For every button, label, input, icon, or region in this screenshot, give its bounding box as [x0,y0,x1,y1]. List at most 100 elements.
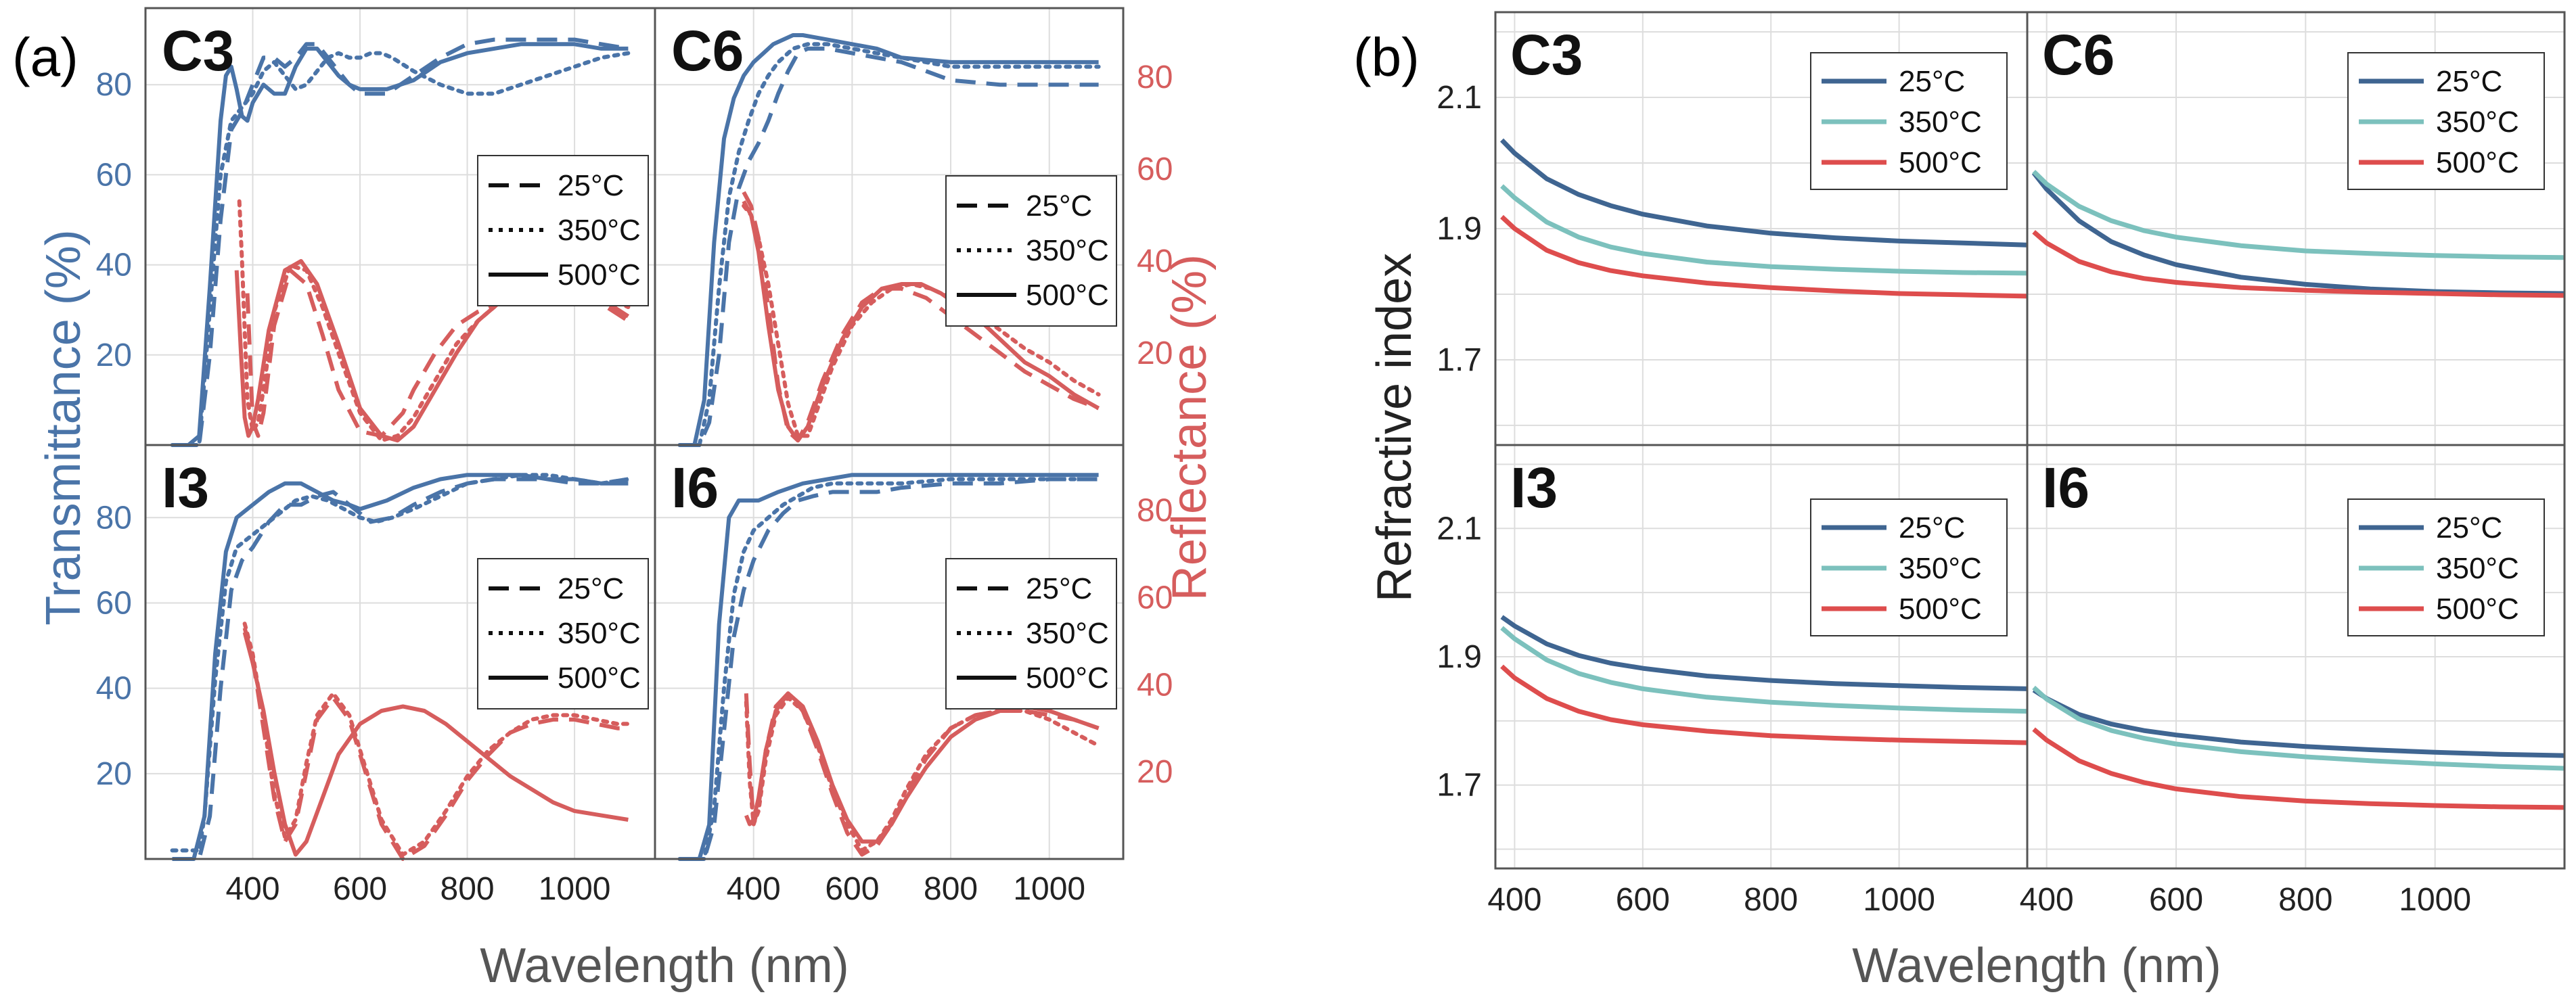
ytick-right-label: 20 [1137,754,1173,790]
ytick-left-label: 20 [96,756,132,792]
index-line-c3-0 [1499,138,2028,248]
ytick-label: 2.1 [1437,80,1482,116]
panel-label-i3: I3 [162,456,209,519]
ytick-right-label: 80 [1137,493,1173,529]
xtick-label: 600 [825,871,879,907]
series-line-i3-0 [172,477,629,861]
xtick-label: 600 [1616,882,1670,918]
series-line-c6-1 [677,42,1101,447]
legend-label: 500°C [558,258,641,292]
index-line-c3-1 [1500,184,2028,276]
legend-label: 350°C [1899,552,1982,585]
legend-label: 25°C [1899,511,1965,544]
series-line-i3-3 [242,627,629,861]
legend-label: 25°C [1026,189,1092,223]
legend-label: 500°C [1899,592,1982,626]
panel-label-c3: C3 [1510,23,1583,87]
xtick-label: 600 [2149,882,2203,918]
legend-label: 350°C [2436,552,2519,585]
series-line-i3-4 [242,622,631,857]
legend-label: 500°C [1026,661,1109,695]
ytick-label: 1.7 [1437,768,1482,804]
legend-label: 350°C [1026,617,1109,650]
xtick-label: 1000 [539,871,611,907]
ytick-label: 1.7 [1437,342,1482,378]
ytick-left-label: 40 [96,671,132,707]
xtick-label: 600 [333,871,387,907]
index-line-i3-2 [1500,664,2028,745]
ytick-left-label: 20 [96,337,132,373]
ytick-right-label: 60 [1137,580,1173,615]
ytick-left-label: 80 [96,500,132,536]
series-line-c6-4 [742,204,1101,438]
legend-label: 25°C [558,169,624,202]
legend-label: 350°C [558,214,641,247]
chart-a-ylabel-left: Transmittance (%) [37,229,91,625]
index-line-c6-2 [2032,230,2565,298]
figure-label-b: (b) [1353,27,1420,87]
chart-a-xlabel: Wavelength (nm) [480,939,849,993]
ytick-label: 1.9 [1437,639,1482,675]
text-layer: (a) (b) Wavelength (nm) Transmittance (%… [12,19,2471,993]
ytick-left-label: 60 [96,585,132,621]
ytick-right-label: 60 [1137,152,1173,187]
ytick-right-label: 40 [1137,243,1173,279]
legend-label: 350°C [2436,106,2519,139]
series-line-i6-1 [677,477,1101,861]
figure-label-a: (a) [12,27,78,87]
legend-label: 25°C [2436,65,2502,98]
ytick-left-label: 80 [96,67,132,103]
legend-box [945,558,1117,709]
ytick-right-label: 80 [1137,60,1173,95]
legend-label: 500°C [2436,592,2519,626]
xtick-label: 1000 [2399,882,2471,918]
legend-label: 25°C [2436,511,2502,544]
ytick-left-label: 40 [96,248,132,283]
xtick-label: 1000 [1863,882,1935,918]
frame-layer [144,7,2566,870]
panel-label-i6: I6 [2042,456,2089,519]
panel-label-c6: C6 [2042,23,2115,87]
panel-label-c3: C3 [162,19,234,83]
legend-label: 25°C [1899,65,1965,98]
index-line-i6-0 [2032,688,2565,758]
xtick-label: 800 [440,871,495,907]
panel-label-c6: C6 [671,19,744,83]
series-line-c3-2 [172,42,629,447]
index-line-i3-1 [1500,626,2028,714]
panel-frame [654,444,1125,860]
index-line-c6-1 [2032,170,2565,260]
xtick-label: 800 [1744,882,1798,918]
index-line-i6-1 [2032,685,2565,771]
ytick-right-label: 20 [1137,335,1173,371]
xtick-label: 400 [1487,882,1541,918]
chart-a-ylabel-right: Reflectance (%) [1162,254,1217,601]
legend-label: 350°C [1899,106,1982,139]
data-layer [170,33,2565,861]
xtick-label: 800 [2278,882,2332,918]
legend-label: 500°C [1026,279,1109,312]
legend-layer: 25°C 350°C 500°C 25°C 350°C 500°C 25°C 350°C 500… [477,52,2545,709]
series-line-c3-1 [170,51,631,447]
index-line-c6-0 [2031,171,2565,296]
ytick-label: 2.1 [1437,511,1482,546]
series-line-i3-5 [242,632,629,857]
ytick-left-label: 60 [96,157,132,193]
legend-box [477,155,649,306]
xtick-label: 400 [727,871,781,907]
series-line-c6-5 [742,200,1100,443]
chart-b-ylabel: Refractive index [1368,253,1422,602]
legend-label: 25°C [1026,572,1092,605]
xtick-label: 1000 [1013,871,1085,907]
ytick-label: 1.9 [1437,211,1482,247]
panel-label-i6: I6 [671,456,719,519]
series-line-c6-2 [679,33,1099,447]
legend-label: 500°C [558,661,641,695]
legend-label: 350°C [1026,234,1109,267]
legend-label: 25°C [558,572,624,605]
xtick-label: 800 [924,871,978,907]
legend-label: 500°C [1899,146,1982,179]
panel-label-i3: I3 [1510,456,1558,519]
index-line-i3-0 [1500,615,2028,691]
